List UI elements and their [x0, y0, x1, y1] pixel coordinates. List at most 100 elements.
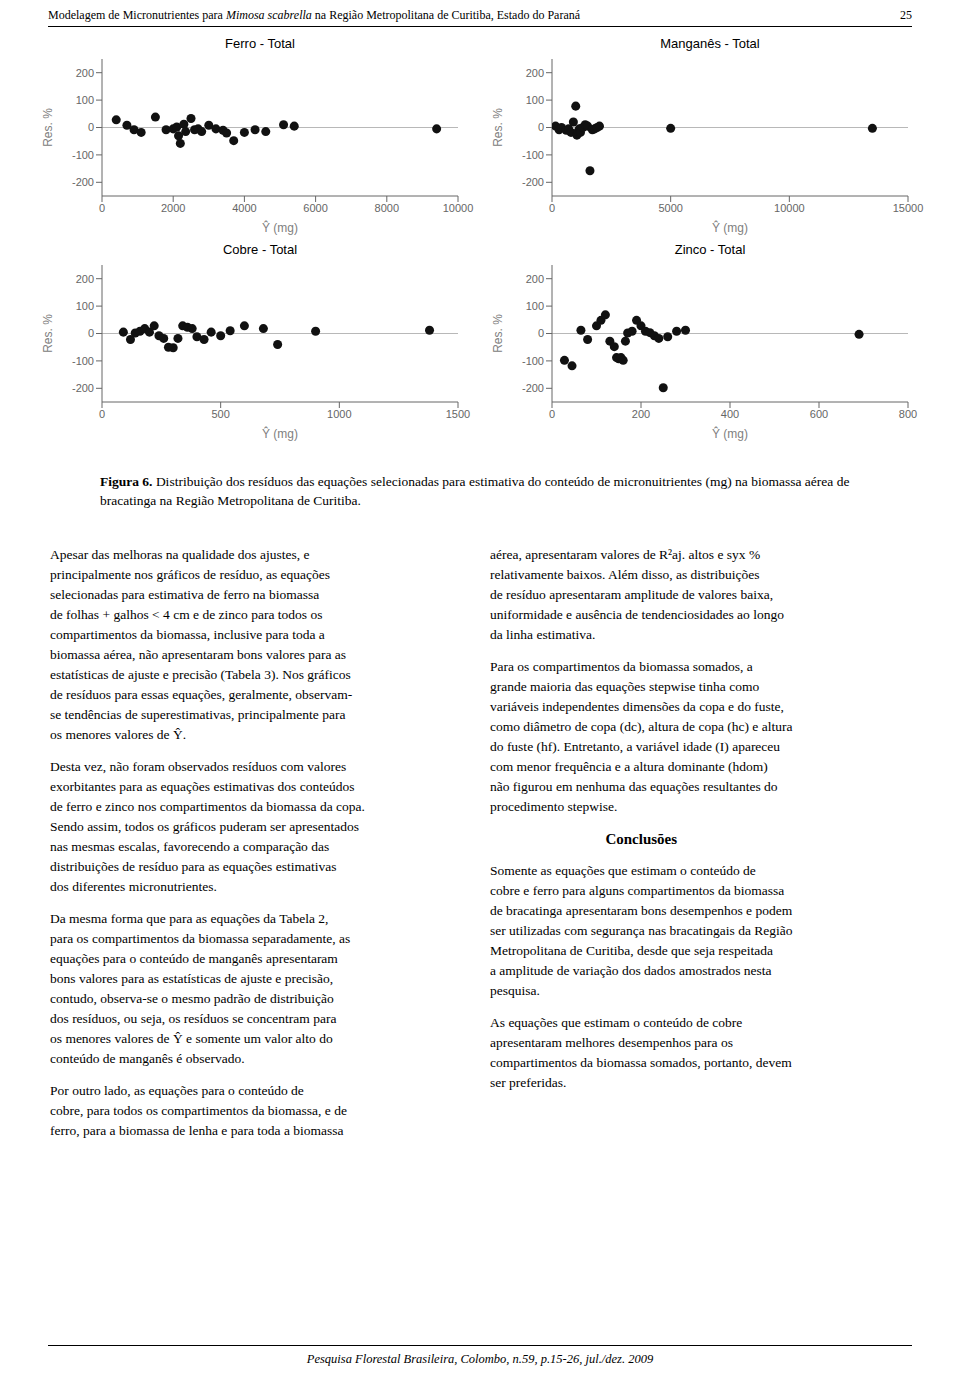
- html-text:relativamente baixos. Além dis: relativamente baixos. Além disso, as dis…: [490, 567, 760, 582]
- svg-text:200: 200: [632, 408, 650, 420]
- html-text:principalmente nos gráficos de: principalmente nos gráficos de resíduo, …: [50, 567, 330, 582]
- svg-text:100: 100: [76, 300, 94, 312]
- html-text:cobre e ferro para alguns comp: cobre e ferro para alguns compartimentos…: [490, 883, 785, 898]
- html-text:os menores valores de Ŷ.: os menores valores de Ŷ.: [50, 727, 187, 742]
- html-text:variáveis independentes dimens: variáveis independentes dimensões da cop…: [490, 699, 784, 714]
- html-text:biomassa aérea, não apresentar: biomassa aérea, não apresentaram bons va…: [50, 647, 347, 662]
- svg-text:0: 0: [99, 408, 105, 420]
- svg-text:4000: 4000: [232, 202, 256, 214]
- html-text:exorbitantes para as equações: exorbitantes para as equações estimativa…: [50, 779, 355, 794]
- html-text:Apesar das melhoras na qualida: Apesar das melhoras na qualidade dos aju…: [50, 547, 310, 562]
- html-text:os menores valores de Ŷ e some: os menores valores de Ŷ e somente um val…: [50, 1031, 333, 1046]
- svg-text:1000: 1000: [327, 408, 351, 420]
- svg-text:600: 600: [810, 408, 828, 420]
- svg-text:-200: -200: [72, 382, 94, 394]
- svg-text:0: 0: [88, 121, 94, 133]
- svg-text:200: 200: [76, 273, 94, 285]
- svg-text:-100: -100: [522, 149, 544, 161]
- svg-text:-100: -100: [72, 355, 94, 367]
- html-text:de resíduo apresentaram amplit: de resíduo apresentaram amplitude de val…: [490, 587, 773, 602]
- svg-text:200: 200: [526, 273, 544, 285]
- html-text:do fuste (hf). Entretanto, a v: do fuste (hf). Entretanto, a variável id…: [490, 739, 781, 754]
- html-text:procedimento stepwise.: procedimento stepwise.: [490, 799, 618, 814]
- svg-text:Res. %: Res. %: [41, 108, 55, 147]
- svg-text:Ŷ (mg): Ŷ (mg): [262, 426, 298, 441]
- html-text:da linha estimativa.: da linha estimativa.: [490, 627, 596, 642]
- svg-text:5000: 5000: [658, 202, 682, 214]
- html-text:de ferro e zinco nos compartim: de ferro e zinco nos compartimentos da b…: [50, 799, 365, 814]
- svg-text:2000: 2000: [161, 202, 185, 214]
- svg-text:0: 0: [549, 202, 555, 214]
- svg-text:-200: -200: [72, 176, 94, 188]
- svg-text:8000: 8000: [375, 202, 399, 214]
- html-text:Metropolitana de Curitiba, des: Metropolitana de Curitiba, desde que sej…: [490, 943, 773, 958]
- svg-text:500: 500: [211, 408, 229, 420]
- html-text:a amplitude de variação dos da: a amplitude de variação dos dados amostr…: [490, 963, 772, 978]
- svg-text:Ŷ (mg): Ŷ (mg): [712, 426, 748, 441]
- svg-text:0: 0: [88, 327, 94, 339]
- html-text:como diâmetro de copa (dc), al: como diâmetro de copa (dc), altura de co…: [490, 719, 793, 734]
- html-text:com menor frequência e a altur: com menor frequência e a altura dominant…: [490, 759, 768, 774]
- svg-text:0: 0: [99, 202, 105, 214]
- html-text:Da mesma forma que para as equ: Da mesma forma que para as equações da T…: [50, 911, 329, 926]
- html-text:cobre, para todos os compartim: cobre, para todos os compartimentos da b…: [50, 1103, 347, 1118]
- svg-text:800: 800: [899, 408, 917, 420]
- svg-text:Res. %: Res. %: [491, 314, 505, 353]
- svg-text:6000: 6000: [303, 202, 327, 214]
- svg-text:Res. %: Res. %: [491, 108, 505, 147]
- html-text:dos resíduos, ou seja, os resí: dos resíduos, ou seja, os resíduos se co…: [50, 1011, 337, 1026]
- svg-text:-200: -200: [522, 382, 544, 394]
- html-text:ser utilizadas com segurança n: ser utilizadas com segurança nas bracati…: [490, 923, 793, 938]
- svg-text:100: 100: [526, 300, 544, 312]
- html-text:aérea, apresentaram valores de: aérea, apresentaram valores de R²aj. alt…: [490, 547, 761, 562]
- html-text:bons valores para as estatísti: bons valores para as estatísticas de aju…: [50, 971, 333, 986]
- html-text:Sendo assim, todos os gráficos: Sendo assim, todos os gráficos puderam s…: [50, 819, 359, 834]
- html-text:dos diferentes micronutrientes: dos diferentes micronutrientes.: [50, 879, 217, 894]
- html-text:de resíduos para essas equaçõe: de resíduos para essas equações, geralme…: [50, 687, 353, 702]
- html-text:nas mesmas escalas, favorecend: nas mesmas escalas, favorecendo a compar…: [50, 839, 330, 854]
- html-text:compartimentos da biomassa, in: compartimentos da biomassa, inclusive pa…: [50, 627, 325, 642]
- svg-text:Ŷ (mg): Ŷ (mg): [262, 220, 298, 235]
- html-text:distribuições de resíduo para: distribuições de resíduo para as equaçõe…: [50, 859, 337, 874]
- html-text:Desta vez, não foram observado: Desta vez, não foram observados resíduos…: [50, 759, 347, 774]
- html-text:para os compartimentos da biom: para os compartimentos da biomassa separ…: [50, 931, 351, 946]
- html-text:estatísticas de ajuste e preci: estatísticas de ajuste e precisão (Tabel…: [50, 667, 351, 682]
- html-text:Figura 6. Distribuição dos res: Figura 6. Distribuição dos resíduos das …: [100, 474, 853, 508]
- svg-text:-100: -100: [522, 355, 544, 367]
- svg-text:200: 200: [76, 67, 94, 79]
- html-text:não figurou em nenhuma das equ: não figurou em nenhuma das equações resu…: [490, 779, 778, 794]
- html-text:de folhas + galhos < 4 cm e de: de folhas + galhos < 4 cm e de zinco par…: [50, 607, 323, 622]
- html-text:Cobre - Total: Cobre - Total: [222, 242, 298, 257]
- svg-text:-200: -200: [522, 176, 544, 188]
- svg-text:0: 0: [538, 327, 544, 339]
- svg-text:0: 0: [549, 408, 555, 420]
- svg-text:Ŷ (mg): Ŷ (mg): [712, 220, 748, 235]
- html-text:uniformidade e ausência de ten: uniformidade e ausência de tendenciosida…: [490, 607, 784, 622]
- html-text:equações para o conteúdo de ma: equações para o conteúdo de manganês apr…: [50, 951, 338, 966]
- html-text:selecionadas para estimativa d: selecionadas para estimativa de ferro na…: [50, 587, 320, 602]
- svg-text:200: 200: [526, 67, 544, 79]
- svg-text:400: 400: [721, 408, 739, 420]
- html-text:grande maioria das equações st: grande maioria das equações stepwise tin…: [490, 679, 760, 694]
- html-text:Por outro lado, as equações pa: Por outro lado, as equações para o conte…: [50, 1083, 304, 1098]
- svg-text:0: 0: [538, 121, 544, 133]
- svg-text:10000: 10000: [774, 202, 805, 214]
- html-text:de bracatinga apresentaram bon: de bracatinga apresentaram bons desempen…: [490, 903, 793, 918]
- html-text:Zinco - Total: Zinco - Total: [674, 242, 746, 257]
- html-text:Manganês - Total: Manganês - Total: [660, 36, 760, 51]
- html-text:conteúdo de manganês é observa: conteúdo de manganês é observado.: [50, 1051, 245, 1066]
- svg-text:15000: 15000: [893, 202, 924, 214]
- html-text:Conclusões: Conclusões: [605, 831, 678, 847]
- html-text:ferro, para a biomassa de lenh: ferro, para a biomassa de lenha e para t…: [50, 1123, 344, 1138]
- html-text:Para os compartimentos da biom: Para os compartimentos da biomassa somad…: [490, 659, 753, 674]
- svg-text:100: 100: [526, 94, 544, 106]
- svg-text:Res. %: Res. %: [41, 314, 55, 353]
- html-text:Somente as equações que estima: Somente as equações que estimam o conteú…: [490, 863, 756, 878]
- html-text:Ferro - Total: Ferro - Total: [225, 36, 295, 51]
- svg-text:1500: 1500: [446, 408, 470, 420]
- html-text:se tendências de superestimati: se tendências de superestimativas, princ…: [50, 707, 346, 722]
- html-text:contudo, observa-se o mesmo pa: contudo, observa-se o mesmo padrão de di…: [50, 991, 334, 1006]
- svg-text:-100: -100: [72, 149, 94, 161]
- svg-text:10000: 10000: [443, 202, 474, 214]
- svg-text:100: 100: [76, 94, 94, 106]
